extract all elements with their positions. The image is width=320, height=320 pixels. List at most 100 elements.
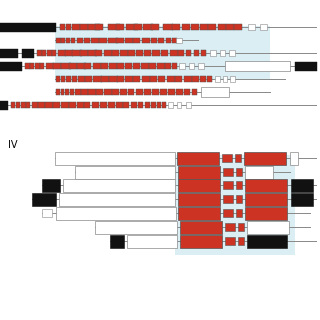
Bar xyxy=(63,179,175,191)
Bar xyxy=(65,89,69,95)
Bar xyxy=(88,89,96,95)
Bar xyxy=(247,235,287,247)
Bar xyxy=(295,61,317,70)
Bar xyxy=(136,89,143,95)
Bar xyxy=(234,24,242,30)
Bar xyxy=(170,50,178,56)
Bar xyxy=(201,50,206,56)
Bar xyxy=(192,76,199,82)
Bar xyxy=(225,223,235,231)
Bar xyxy=(177,151,219,164)
Bar xyxy=(112,89,119,95)
Bar xyxy=(61,63,71,69)
Bar xyxy=(65,50,73,56)
Bar xyxy=(66,76,71,82)
Bar xyxy=(180,220,222,234)
Bar xyxy=(208,24,216,30)
Bar xyxy=(172,37,177,43)
Bar xyxy=(55,151,175,164)
Bar xyxy=(61,76,65,82)
Bar xyxy=(225,60,290,71)
Bar xyxy=(45,102,53,108)
Bar xyxy=(248,24,255,30)
Bar xyxy=(178,179,220,191)
Bar xyxy=(84,37,90,43)
Bar xyxy=(144,50,151,56)
Bar xyxy=(72,76,77,82)
Bar xyxy=(11,102,15,108)
Bar xyxy=(184,76,192,82)
Bar xyxy=(61,102,69,108)
Bar xyxy=(182,24,190,30)
Bar xyxy=(40,63,44,69)
Bar xyxy=(116,37,124,43)
Bar xyxy=(95,24,103,30)
Bar xyxy=(210,50,216,56)
Bar xyxy=(72,24,80,30)
Bar xyxy=(172,24,180,30)
Bar xyxy=(75,165,175,179)
Bar xyxy=(215,76,220,82)
Bar xyxy=(168,89,175,95)
Bar xyxy=(178,165,220,179)
Bar xyxy=(47,50,52,56)
Bar xyxy=(201,87,229,97)
Bar xyxy=(235,155,241,162)
Bar xyxy=(200,24,208,30)
Bar xyxy=(77,37,83,43)
Bar xyxy=(66,24,71,30)
Bar xyxy=(179,63,185,69)
Bar xyxy=(223,181,233,188)
Bar xyxy=(69,63,77,69)
Bar xyxy=(218,24,226,30)
Bar xyxy=(120,89,127,95)
Bar xyxy=(229,50,235,56)
Bar xyxy=(223,196,233,203)
Bar xyxy=(66,37,70,43)
Bar xyxy=(194,50,199,56)
Bar xyxy=(117,63,124,69)
Bar xyxy=(178,193,220,205)
Bar xyxy=(131,102,137,108)
Bar xyxy=(245,206,287,220)
Bar xyxy=(163,24,173,30)
Bar xyxy=(152,50,160,56)
Bar xyxy=(136,50,143,56)
Bar xyxy=(116,24,124,30)
Bar xyxy=(175,155,295,255)
Bar xyxy=(70,89,74,95)
Bar xyxy=(77,102,84,108)
Bar xyxy=(52,50,56,56)
Bar xyxy=(125,76,133,82)
Bar xyxy=(75,89,81,95)
Bar xyxy=(247,220,289,234)
Bar xyxy=(291,179,313,191)
Bar xyxy=(56,37,61,43)
Bar xyxy=(58,50,66,56)
Bar xyxy=(53,102,60,108)
Bar xyxy=(21,102,26,108)
Bar xyxy=(168,102,173,108)
Bar xyxy=(56,76,60,82)
Bar xyxy=(108,24,120,30)
Bar xyxy=(61,89,64,95)
Bar xyxy=(138,102,143,108)
Bar xyxy=(80,24,88,30)
Bar xyxy=(42,50,46,56)
Bar xyxy=(142,37,150,43)
Bar xyxy=(59,193,175,205)
Bar xyxy=(120,50,128,56)
Bar xyxy=(0,22,56,31)
Bar xyxy=(207,76,212,82)
Bar xyxy=(35,63,40,69)
Bar xyxy=(30,63,34,69)
Bar xyxy=(72,50,82,56)
Bar xyxy=(236,196,242,203)
Bar xyxy=(128,89,134,95)
Bar xyxy=(191,24,199,30)
Bar xyxy=(143,24,153,30)
Bar xyxy=(230,76,235,82)
Bar xyxy=(167,76,175,82)
Bar xyxy=(133,63,140,69)
Bar xyxy=(55,26,270,80)
